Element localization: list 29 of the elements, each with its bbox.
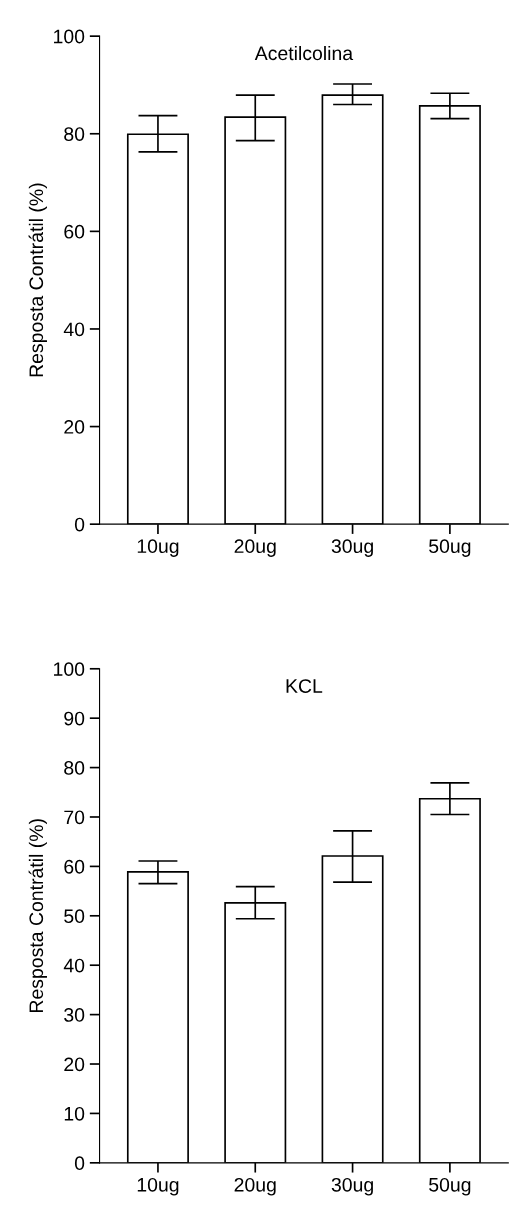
y-tick-label: 70 [64, 810, 85, 825]
x-tick-label: 10ug [137, 1177, 179, 1196]
y-axis-title: Resposta Contrátil (%) [28, 819, 47, 1012]
y-tick-label: 100 [54, 662, 85, 677]
x-tick-label: 20ug [234, 539, 276, 557]
y-axis-title: Resposta Contrátil (%) [28, 183, 47, 377]
y-tick-label: 40 [63, 322, 85, 337]
y-tick-label: 40 [63, 958, 85, 973]
y-tick-label: 90 [64, 711, 85, 726]
y-tick-label: 0 [74, 517, 85, 532]
x-tick-label: 20ug [234, 1177, 276, 1196]
chart-title: KCL [286, 679, 323, 693]
y-tick-label: 100 [54, 29, 85, 44]
y-tick-label: 60 [64, 859, 85, 874]
y-tick-label: 20 [64, 420, 85, 434]
y-tick-label: 80 [64, 127, 85, 141]
chart-title: Acetilcolina [254, 45, 354, 61]
y-tick-label: 60 [64, 224, 85, 239]
x-tick-label: 30ug [331, 539, 373, 557]
y-tick-label: 30 [64, 1008, 85, 1022]
x-tick-label: 30ug [331, 1177, 373, 1196]
x-tick-label: 50ug [429, 539, 471, 557]
x-tick-label: 10ug [137, 539, 179, 557]
y-tick-label: 10 [64, 1106, 85, 1121]
x-tick-label: 50ug [429, 1177, 471, 1196]
y-tick-label: 0 [74, 1156, 85, 1171]
y-tick-label: 20 [64, 1057, 85, 1072]
y-tick-label: 80 [64, 761, 85, 775]
y-tick-label: 50 [64, 909, 85, 924]
